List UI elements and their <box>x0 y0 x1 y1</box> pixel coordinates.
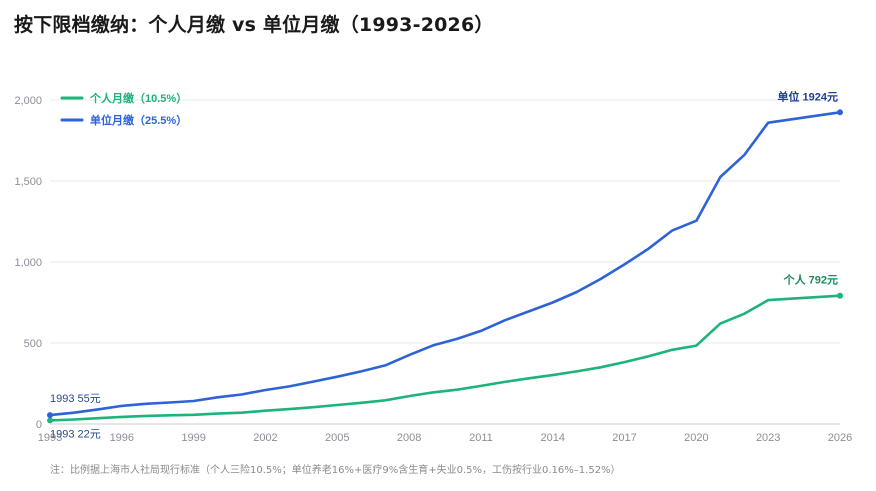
series-start-point <box>47 417 53 424</box>
x-tick-label: 2011 <box>469 432 493 444</box>
x-tick-label: 1993 <box>38 432 62 444</box>
x-tick-label: 2026 <box>828 432 852 444</box>
y-tick-label: 500 <box>24 338 42 350</box>
y-tick-label: 0 <box>36 419 42 431</box>
x-tick-label: 1996 <box>110 432 134 444</box>
footnote: 注：比例据上海市人社局现行标准（个人三险10.5%；单位养老16%+医疗9%含生… <box>50 465 621 476</box>
x-tick-label: 2005 <box>325 432 349 444</box>
data-annotation: 个人 792元 <box>783 273 838 287</box>
x-tick-label: 2020 <box>684 432 708 444</box>
series-line-1 <box>48 111 842 417</box>
x-tick-label: 1999 <box>181 432 205 444</box>
x-tick-label: 2017 <box>612 432 636 444</box>
series-line-0 <box>48 294 842 422</box>
series-end-point <box>837 109 843 116</box>
data-annotation: 单位 1924元 <box>777 89 838 103</box>
y-tick-label: 1,000 <box>14 257 42 269</box>
legend-label: 单位月缴（25.5%） <box>90 113 187 127</box>
series-start-point <box>47 412 53 419</box>
chart-title: 按下限档缴纳：个人月缴 vs 单位月缴（1993-2026） <box>14 14 494 36</box>
y-tick-label: 2,000 <box>14 95 42 107</box>
series-end-point <box>837 292 843 299</box>
x-tick-label: 2002 <box>253 432 277 444</box>
legend-label: 个人月缴（10.5%） <box>89 91 187 105</box>
x-tick-label: 2023 <box>756 432 780 444</box>
x-tick-label: 2008 <box>397 432 421 444</box>
data-annotation: 1993 55元 <box>50 393 101 405</box>
y-tick-label: 1,500 <box>14 176 42 188</box>
data-annotation: 1993 22元 <box>50 428 101 440</box>
x-tick-label: 2014 <box>540 432 564 444</box>
